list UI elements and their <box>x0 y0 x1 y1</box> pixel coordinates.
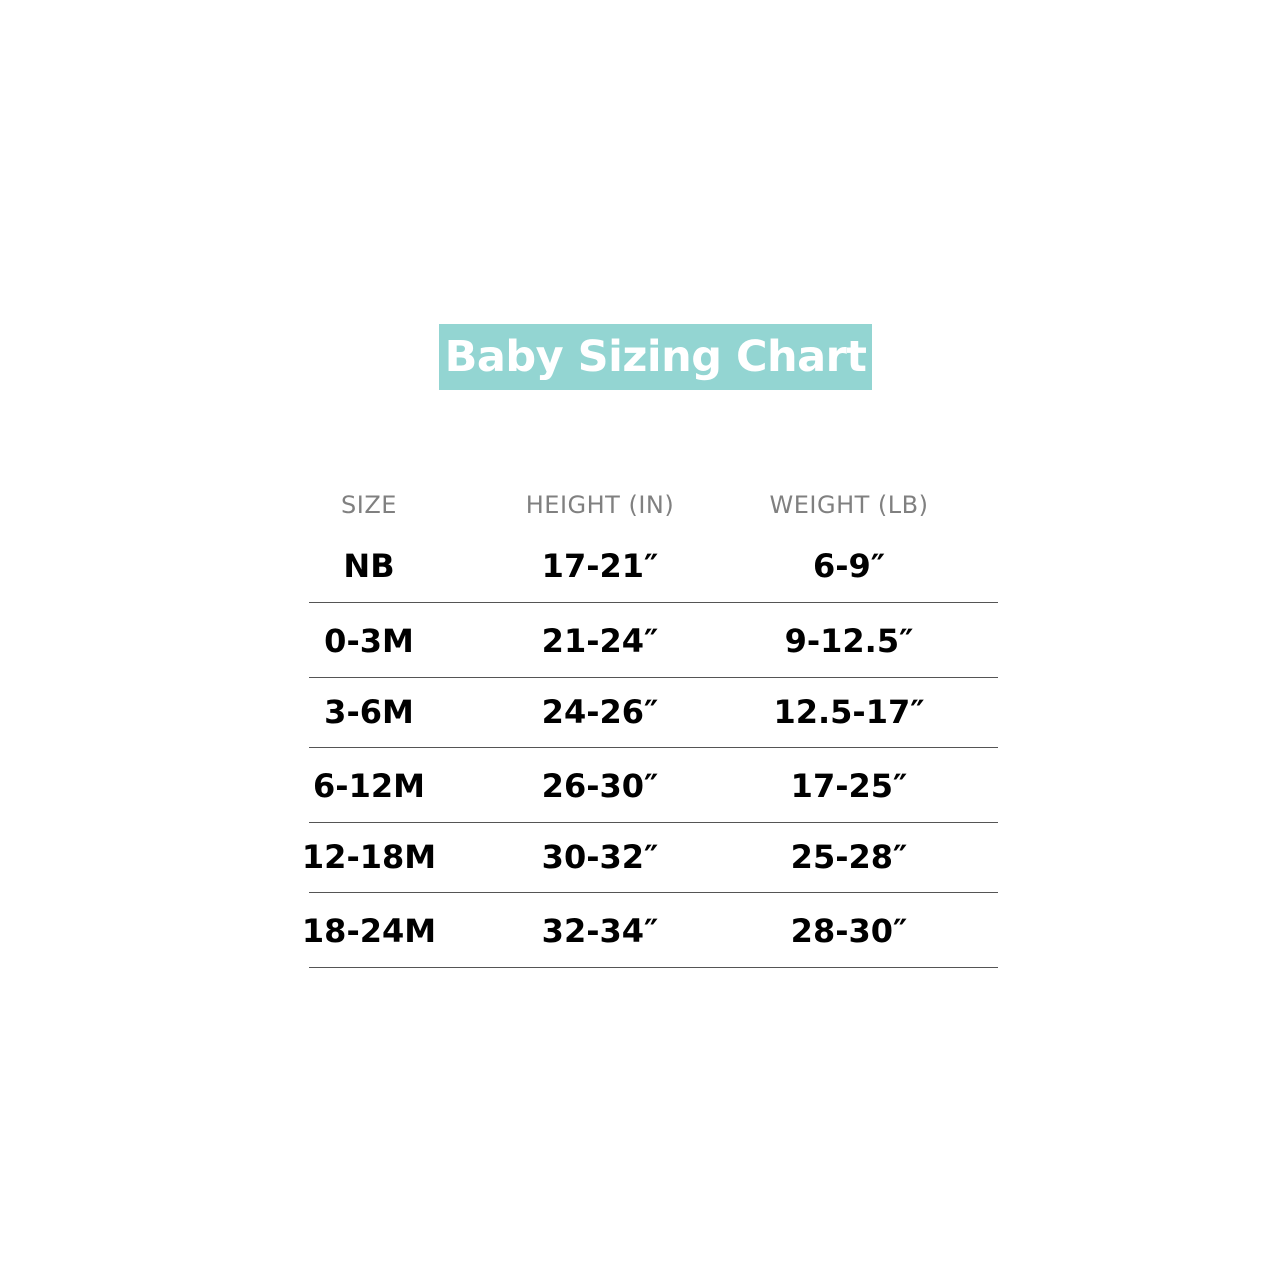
table-cell: 17-21″ <box>541 547 659 585</box>
table-cell: 12.5-17″ <box>773 693 925 731</box>
table-cell: 28-30″ <box>790 912 908 950</box>
column-header: HEIGHT (IN) <box>525 491 675 519</box>
column-header: SIZE <box>341 491 397 519</box>
row-divider <box>309 822 998 823</box>
row-divider <box>309 602 998 603</box>
table-cell: 30-32″ <box>541 838 659 876</box>
table-cell: 12-18M <box>301 838 437 876</box>
table-cell: 26-30″ <box>541 767 659 805</box>
column-header: WEIGHT (LB) <box>769 491 929 519</box>
table-cell: 6-12M <box>313 767 425 805</box>
table-cell: 32-34″ <box>541 912 659 950</box>
table-cell: 3-6M <box>324 693 414 731</box>
table-cell: 24-26″ <box>541 693 659 731</box>
table-cell: 0-3M <box>324 622 414 660</box>
table-cell: 17-25″ <box>790 767 908 805</box>
table-cell: 6-9″ <box>812 547 886 585</box>
table-cell: 21-24″ <box>541 622 659 660</box>
chart-title: Baby Sizing Chart <box>439 324 872 390</box>
row-divider <box>309 892 998 893</box>
table-cell: 25-28″ <box>790 838 908 876</box>
table-cell: 9-12.5″ <box>784 622 914 660</box>
row-divider <box>309 967 998 968</box>
row-divider <box>309 677 998 678</box>
table-cell: NB <box>343 547 395 585</box>
table-cell: 18-24M <box>301 912 437 950</box>
row-divider <box>309 747 998 748</box>
